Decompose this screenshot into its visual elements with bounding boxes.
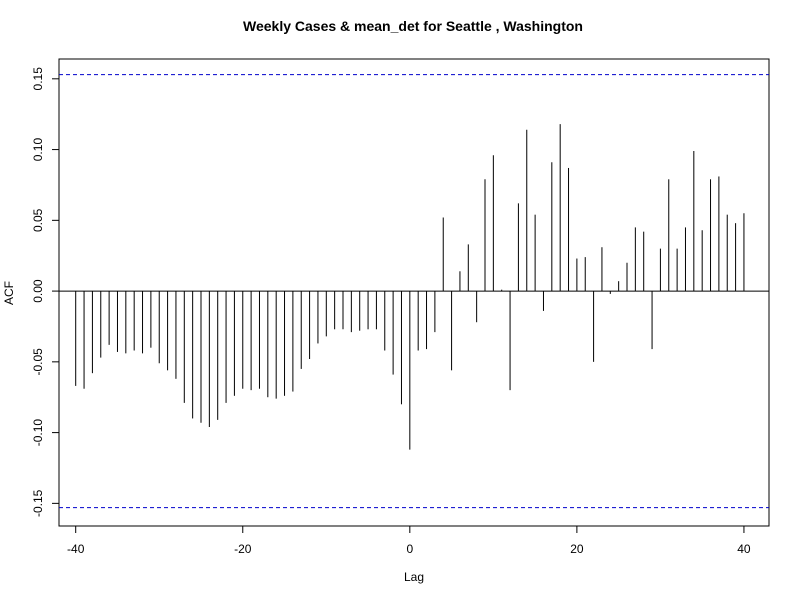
y-tick-label: -0.10 [31, 419, 45, 447]
y-tick-label: -0.05 [31, 348, 45, 376]
confidence-bounds [59, 74, 769, 509]
x-tick-label: 0 [406, 542, 413, 556]
x-axis: -40 -20 0 20 40 [67, 525, 751, 556]
y-tick-label: 0.00 [31, 279, 45, 303]
x-tick-label: -40 [67, 542, 85, 556]
y-tick-label: 0.05 [31, 208, 45, 232]
x-tick-label: 40 [737, 542, 751, 556]
y-axis-label: ACF [2, 281, 16, 305]
plot-frame [58, 58, 770, 527]
x-tick-label: 20 [570, 542, 584, 556]
chart-title: Weekly Cases & mean_det for Seattle , Wa… [243, 18, 583, 34]
y-tick-label: 0.10 [31, 138, 45, 162]
y-tick-label: -0.15 [31, 489, 45, 517]
y-axis: -0.15 -0.10 -0.05 0.00 0.05 0.10 0.15 [31, 67, 60, 517]
x-axis-label: Lag [404, 570, 424, 584]
x-tick-label: -20 [234, 542, 252, 556]
y-tick-label: 0.15 [31, 67, 45, 91]
acf-bars [59, 124, 769, 450]
